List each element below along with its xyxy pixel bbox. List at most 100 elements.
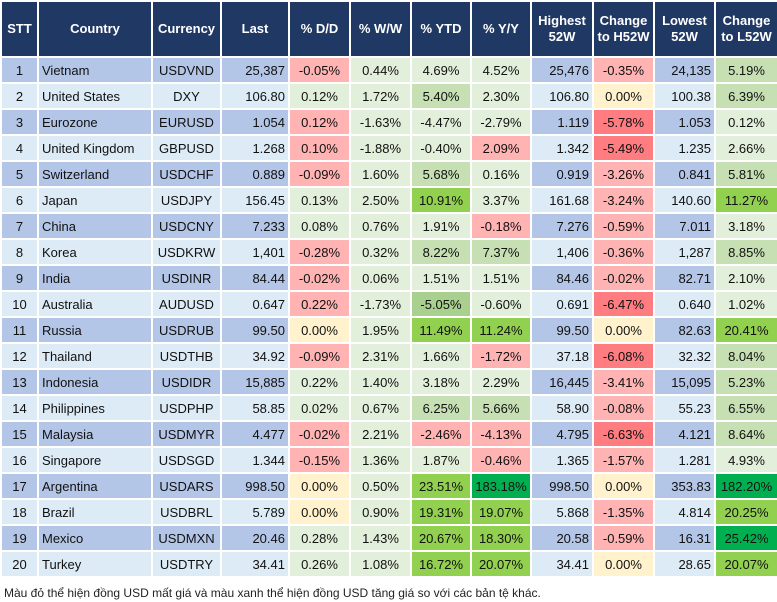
cell-country: Korea (37, 238, 153, 266)
cell-h52: 106.80 (530, 82, 594, 110)
cell-ch52: -6.47% (592, 290, 655, 318)
cell-ch52: -0.59% (592, 212, 655, 240)
cell-dd: 0.22% (288, 290, 351, 318)
cell-ytd: 8.22% (410, 238, 472, 266)
column-header: Country (37, 0, 153, 58)
cell-currency: USDKRW (151, 238, 222, 266)
cell-ytd: -5.05% (410, 290, 472, 318)
cell-currency: USDCNY (151, 212, 222, 240)
table-row: 19 Mexico USDMXN 20.46 0.28% 1.43% 20.67% 18.30… (0, 524, 777, 552)
cell-last: 1,401 (220, 238, 290, 266)
cell-last: 25,387 (220, 56, 290, 84)
cell-h52: 34.41 (530, 550, 594, 578)
cell-ytd: -4.47% (410, 108, 472, 136)
cell-l52: 1.053 (653, 108, 716, 136)
cell-cl52: 5.81% (714, 160, 777, 188)
cell-yy: -1.72% (470, 342, 532, 370)
cell-l52: 15,095 (653, 368, 716, 396)
cell-h52: 1,406 (530, 238, 594, 266)
cell-ytd: 4.69% (410, 56, 472, 84)
cell-last: 20.46 (220, 524, 290, 552)
cell-ch52: -0.36% (592, 238, 655, 266)
cell-yy: 3.37% (470, 186, 532, 214)
cell-currency: EURUSD (151, 108, 222, 136)
cell-country: Brazil (37, 498, 153, 526)
cell-dd: -0.09% (288, 342, 351, 370)
cell-ww: 1.43% (349, 524, 412, 552)
cell-ww: 1.36% (349, 446, 412, 474)
cell-ww: 1.72% (349, 82, 412, 110)
cell-last: 156.45 (220, 186, 290, 214)
table-row: 9 India USDINR 84.44 -0.02% 0.06% 1.51% 1.51% 84… (0, 264, 777, 292)
cell-stt: 16 (0, 446, 39, 474)
cell-l52: 1.235 (653, 134, 716, 162)
cell-ch52: -1.35% (592, 498, 655, 526)
table-row: 14 Philippines USDPHP 58.85 0.02% 0.67% 6.25% 5… (0, 394, 777, 422)
cell-country: China (37, 212, 153, 240)
cell-ytd: 1.87% (410, 446, 472, 474)
cell-ww: 1.60% (349, 160, 412, 188)
cell-stt: 2 (0, 82, 39, 110)
cell-dd: 0.12% (288, 82, 351, 110)
cell-cl52: 20.07% (714, 550, 777, 578)
cell-yy: -2.79% (470, 108, 532, 136)
cell-stt: 11 (0, 316, 39, 344)
column-header: Last (220, 0, 290, 58)
cell-ww: 0.32% (349, 238, 412, 266)
cell-currency: USDTHB (151, 342, 222, 370)
cell-country: United States (37, 82, 153, 110)
cell-dd: -0.15% (288, 446, 351, 474)
cell-country: Japan (37, 186, 153, 214)
cell-ww: -1.63% (349, 108, 412, 136)
cell-ch52: -5.49% (592, 134, 655, 162)
table-row: 10 Australia AUDUSD 0.647 0.22% -1.73% -5.05% -… (0, 290, 777, 318)
cell-h52: 998.50 (530, 472, 594, 500)
cell-country: Indonesia (37, 368, 153, 396)
cell-cl52: 8.04% (714, 342, 777, 370)
cell-dd: 0.10% (288, 134, 351, 162)
cell-cl52: 20.25% (714, 498, 777, 526)
cell-country: Argentina (37, 472, 153, 500)
cell-country: Russia (37, 316, 153, 344)
cell-yy: 2.09% (470, 134, 532, 162)
cell-dd: -0.05% (288, 56, 351, 84)
cell-last: 0.647 (220, 290, 290, 318)
cell-stt: 10 (0, 290, 39, 318)
cell-ytd: 3.18% (410, 368, 472, 396)
cell-stt: 15 (0, 420, 39, 448)
cell-country: India (37, 264, 153, 292)
cell-dd: 0.02% (288, 394, 351, 422)
cell-ytd: 1.66% (410, 342, 472, 370)
cell-ch52: 0.00% (592, 316, 655, 344)
table-row: 15 Malaysia USDMYR 4.477 -0.02% 2.21% -2.46% -4… (0, 420, 777, 448)
cell-last: 34.92 (220, 342, 290, 370)
cell-ww: 2.21% (349, 420, 412, 448)
cell-cl52: 4.93% (714, 446, 777, 474)
cell-h52: 58.90 (530, 394, 594, 422)
cell-country: United Kingdom (37, 134, 153, 162)
cell-last: 998.50 (220, 472, 290, 500)
cell-ww: 1.95% (349, 316, 412, 344)
cell-h52: 1.342 (530, 134, 594, 162)
cell-ytd: 16.72% (410, 550, 472, 578)
cell-ytd: 5.40% (410, 82, 472, 110)
cell-yy: -4.13% (470, 420, 532, 448)
cell-h52: 1.365 (530, 446, 594, 474)
cell-stt: 14 (0, 394, 39, 422)
cell-cl52: 20.41% (714, 316, 777, 344)
cell-dd: -0.02% (288, 420, 351, 448)
cell-currency: USDJPY (151, 186, 222, 214)
cell-dd: 0.12% (288, 108, 351, 136)
cell-l52: 24,135 (653, 56, 716, 84)
cell-ww: -1.73% (349, 290, 412, 318)
cell-stt: 1 (0, 56, 39, 84)
cell-last: 34.41 (220, 550, 290, 578)
cell-last: 84.44 (220, 264, 290, 292)
cell-ytd: 1.91% (410, 212, 472, 240)
cell-last: 7.233 (220, 212, 290, 240)
cell-dd: 0.00% (288, 316, 351, 344)
cell-cl52: 0.12% (714, 108, 777, 136)
cell-cl52: 8.85% (714, 238, 777, 266)
cell-cl52: 3.18% (714, 212, 777, 240)
cell-currency: USDTRY (151, 550, 222, 578)
